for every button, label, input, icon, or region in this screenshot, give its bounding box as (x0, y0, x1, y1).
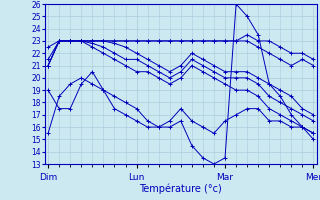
X-axis label: Température (°c): Température (°c) (140, 183, 222, 194)
